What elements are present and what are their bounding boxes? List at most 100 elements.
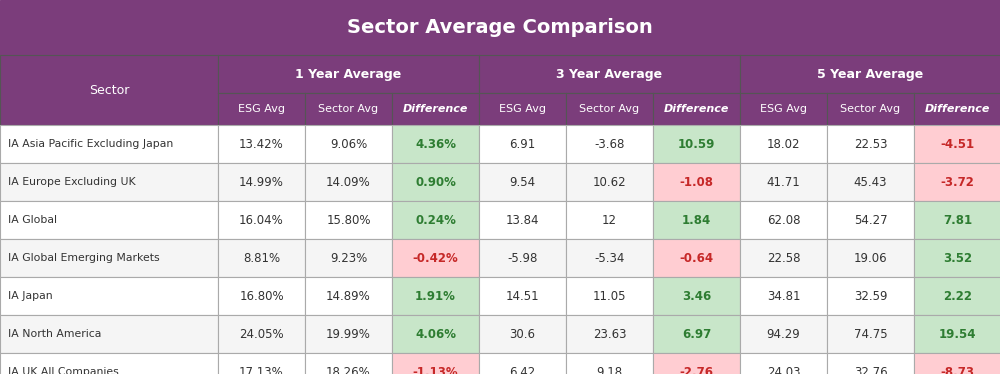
Bar: [566, 353, 653, 374]
Bar: [0, 277, 218, 315]
Bar: [740, 277, 827, 315]
Bar: [392, 125, 479, 163]
Bar: [392, 201, 479, 239]
Bar: [566, 201, 653, 239]
Text: 3.46: 3.46: [682, 289, 711, 303]
Text: 62.08: 62.08: [767, 214, 800, 227]
Bar: [392, 239, 479, 277]
Bar: [914, 163, 1000, 201]
Text: 32.76: 32.76: [854, 365, 887, 374]
Bar: [392, 163, 479, 201]
Text: 1.91%: 1.91%: [415, 289, 456, 303]
Text: 11.05: 11.05: [593, 289, 626, 303]
Text: IA UK All Companies: IA UK All Companies: [8, 367, 119, 374]
Text: Sector Average Comparison: Sector Average Comparison: [347, 18, 653, 37]
Bar: [218, 239, 305, 277]
Text: 9.18: 9.18: [596, 365, 623, 374]
Bar: [914, 315, 1000, 353]
Bar: [305, 239, 392, 277]
Bar: [218, 201, 305, 239]
Bar: [566, 277, 653, 315]
Text: 1.84: 1.84: [682, 214, 711, 227]
Text: 10.59: 10.59: [678, 138, 715, 150]
Bar: [653, 353, 740, 374]
Bar: [0, 201, 218, 239]
Text: -3.68: -3.68: [594, 138, 625, 150]
Text: 32.59: 32.59: [854, 289, 887, 303]
Text: 9.23%: 9.23%: [330, 251, 367, 264]
Bar: [653, 93, 740, 125]
Text: 23.63: 23.63: [593, 328, 626, 340]
Text: 30.6: 30.6: [510, 328, 536, 340]
Text: Difference: Difference: [925, 104, 990, 114]
Bar: [740, 201, 827, 239]
Bar: [827, 353, 914, 374]
Text: 19.54: 19.54: [939, 328, 976, 340]
Bar: [479, 239, 566, 277]
Text: 1 Year Average: 1 Year Average: [295, 67, 402, 80]
Text: 41.71: 41.71: [767, 175, 800, 188]
Text: 13.42%: 13.42%: [239, 138, 284, 150]
Text: 3.52: 3.52: [943, 251, 972, 264]
Bar: [0, 163, 218, 201]
Bar: [653, 125, 740, 163]
Text: 3 Year Average: 3 Year Average: [556, 67, 663, 80]
Text: Sector Avg: Sector Avg: [318, 104, 379, 114]
Bar: [0, 353, 218, 374]
Text: 14.51: 14.51: [506, 289, 539, 303]
Text: Sector: Sector: [89, 83, 129, 96]
Bar: [479, 125, 566, 163]
Text: -2.76: -2.76: [680, 365, 714, 374]
Text: -0.64: -0.64: [679, 251, 714, 264]
Text: 45.43: 45.43: [854, 175, 887, 188]
Bar: [479, 277, 566, 315]
Text: Sector Avg: Sector Avg: [840, 104, 901, 114]
Bar: [305, 201, 392, 239]
Bar: [914, 201, 1000, 239]
Bar: [305, 125, 392, 163]
Text: 22.58: 22.58: [767, 251, 800, 264]
Text: IA Global Emerging Markets: IA Global Emerging Markets: [8, 253, 160, 263]
Text: 4.06%: 4.06%: [415, 328, 456, 340]
Text: 16.80%: 16.80%: [239, 289, 284, 303]
Bar: [653, 201, 740, 239]
Bar: [479, 55, 740, 93]
Text: ESG Avg: ESG Avg: [499, 104, 546, 114]
Text: 24.03: 24.03: [767, 365, 800, 374]
Text: 4.36%: 4.36%: [415, 138, 456, 150]
Text: 6.97: 6.97: [682, 328, 711, 340]
Text: -1.13%: -1.13%: [413, 365, 458, 374]
Text: 9.54: 9.54: [509, 175, 536, 188]
Bar: [914, 277, 1000, 315]
Bar: [0, 315, 218, 353]
Text: 22.53: 22.53: [854, 138, 887, 150]
Bar: [479, 201, 566, 239]
Text: 14.09%: 14.09%: [326, 175, 371, 188]
Bar: [914, 93, 1000, 125]
Text: 24.05%: 24.05%: [239, 328, 284, 340]
Bar: [218, 315, 305, 353]
Bar: [218, 163, 305, 201]
Text: ESG Avg: ESG Avg: [760, 104, 807, 114]
Text: -5.34: -5.34: [594, 251, 625, 264]
Text: 8.81%: 8.81%: [243, 251, 280, 264]
Bar: [0, 55, 218, 125]
Text: 12: 12: [602, 214, 617, 227]
Text: 9.06%: 9.06%: [330, 138, 367, 150]
Text: Difference: Difference: [403, 104, 468, 114]
Bar: [218, 353, 305, 374]
Bar: [740, 125, 827, 163]
Bar: [740, 55, 1000, 93]
Bar: [566, 93, 653, 125]
Bar: [305, 353, 392, 374]
Text: 6.91: 6.91: [509, 138, 536, 150]
Bar: [740, 163, 827, 201]
Bar: [653, 163, 740, 201]
Bar: [653, 239, 740, 277]
Text: ESG Avg: ESG Avg: [238, 104, 285, 114]
Bar: [653, 277, 740, 315]
Bar: [392, 353, 479, 374]
Bar: [392, 315, 479, 353]
Bar: [566, 239, 653, 277]
Bar: [479, 163, 566, 201]
